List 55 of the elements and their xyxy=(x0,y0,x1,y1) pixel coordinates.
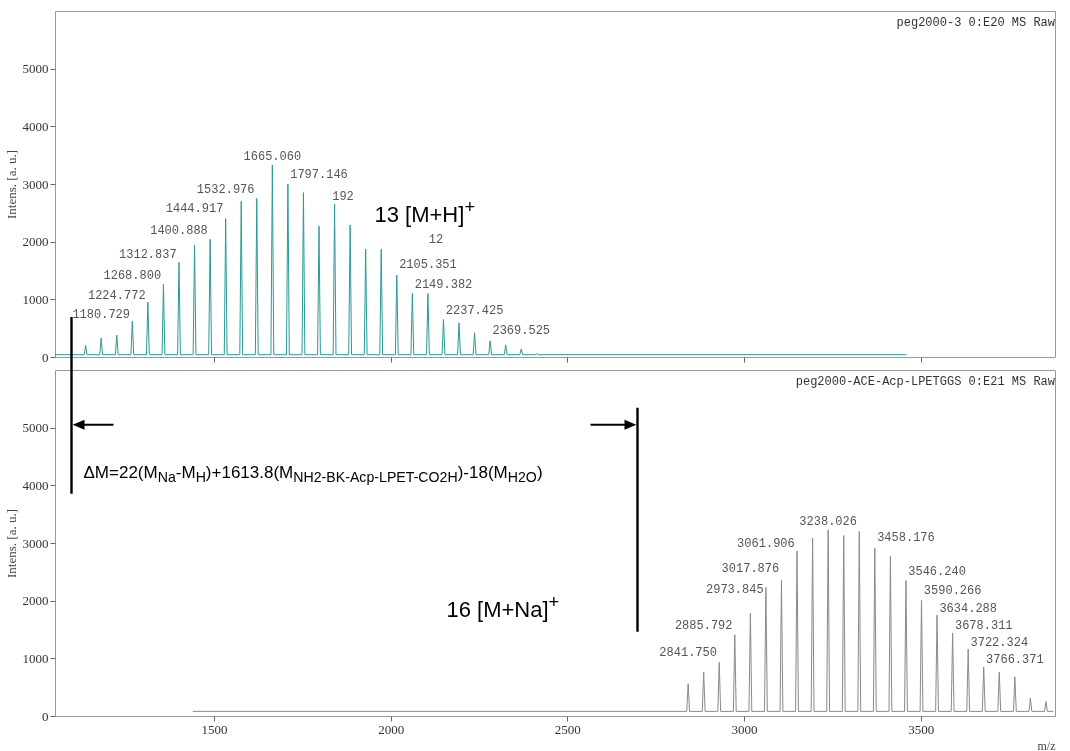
x-tick-label: 2000 xyxy=(378,721,405,737)
annotation: 1797.146 xyxy=(290,168,348,183)
annotation: 2885.792 xyxy=(674,619,733,634)
y-tick-label: 1000 xyxy=(22,650,49,666)
y-axis-title: Intens. [a. u.] xyxy=(3,150,19,219)
annotation: 1665.060 xyxy=(243,150,302,165)
x-tick-label: 2500 xyxy=(554,721,581,737)
annotation: 3678.311 xyxy=(954,619,1013,634)
annotation: 1400.888 xyxy=(150,224,208,239)
annotation: 3766.371 xyxy=(986,652,1044,667)
annotation: 3546.240 xyxy=(908,565,966,580)
annotation: 16 [M+Na]$^{+}$ xyxy=(446,591,560,623)
line-series xyxy=(54,164,908,356)
y-axis-title: Intens. [a. u.] xyxy=(3,509,19,578)
y-tick-label: 5000 xyxy=(22,61,49,77)
chart-title: peg2000-ACE-Acp-LPETGGS 0:E21 MS Raw xyxy=(795,375,1056,389)
text: ΔM=22(M$_{Na}$-M$_{H}$)+1613.8(M$_{NH2-BK-Acp-LPET-CO2H}$)-18(M$_{H2O}$) xyxy=(83,463,543,486)
annotation: 1312.837 xyxy=(119,248,177,263)
annotation: 2973.845 xyxy=(705,583,764,598)
annotation: 192 xyxy=(332,189,354,204)
annotation: 3590.266 xyxy=(923,583,982,598)
annotation: 13 [M+H]$^{+}$ xyxy=(374,196,476,228)
y-tick-label: 1000 xyxy=(22,291,49,307)
y-tick-label: 2000 xyxy=(22,593,49,609)
annotation: 1268.800 xyxy=(103,269,162,284)
annotation: 12 xyxy=(428,232,444,247)
annotation: 2105.351 xyxy=(399,258,457,273)
annotation: 1224.772 xyxy=(87,288,146,303)
y-tick-label: 0 xyxy=(42,349,49,365)
annotation: 1444.917 xyxy=(165,202,224,217)
annotation: 3238.026 xyxy=(799,515,857,530)
y-tick-label: 0 xyxy=(42,708,49,724)
y-tick-label: 2000 xyxy=(22,234,49,250)
annotation: 1180.729 xyxy=(72,307,130,322)
annotation: 2841.750 xyxy=(659,645,717,660)
x-tick-label: 3500 xyxy=(908,721,935,737)
y-tick-label: 3000 xyxy=(22,535,49,551)
y-tick-label: 4000 xyxy=(22,118,49,134)
annotation: 3634.288 xyxy=(939,601,997,616)
y-tick-label: 4000 xyxy=(22,477,49,493)
y-tick-label: 3000 xyxy=(22,176,49,192)
x-tick-label: 1500 xyxy=(201,721,228,737)
line-series xyxy=(192,529,1054,712)
annotation: 3017.876 xyxy=(721,561,780,576)
annotation: 2237.425 xyxy=(445,304,504,318)
annotation: 3458.176 xyxy=(877,530,935,545)
annotation: 1532.976 xyxy=(196,182,255,197)
chart-title: peg2000-3 0:E20 MS Raw xyxy=(896,16,1056,30)
annotation: 2149.382 xyxy=(414,278,473,293)
annotation: 3061.906 xyxy=(737,537,795,551)
annotation: 2369.525 xyxy=(492,324,551,339)
annotation: 3722.324 xyxy=(970,636,1029,651)
x-axis-title: m/z xyxy=(1037,738,1056,751)
x-tick-label: 3000 xyxy=(731,721,758,737)
y-tick-label: 5000 xyxy=(22,420,49,436)
